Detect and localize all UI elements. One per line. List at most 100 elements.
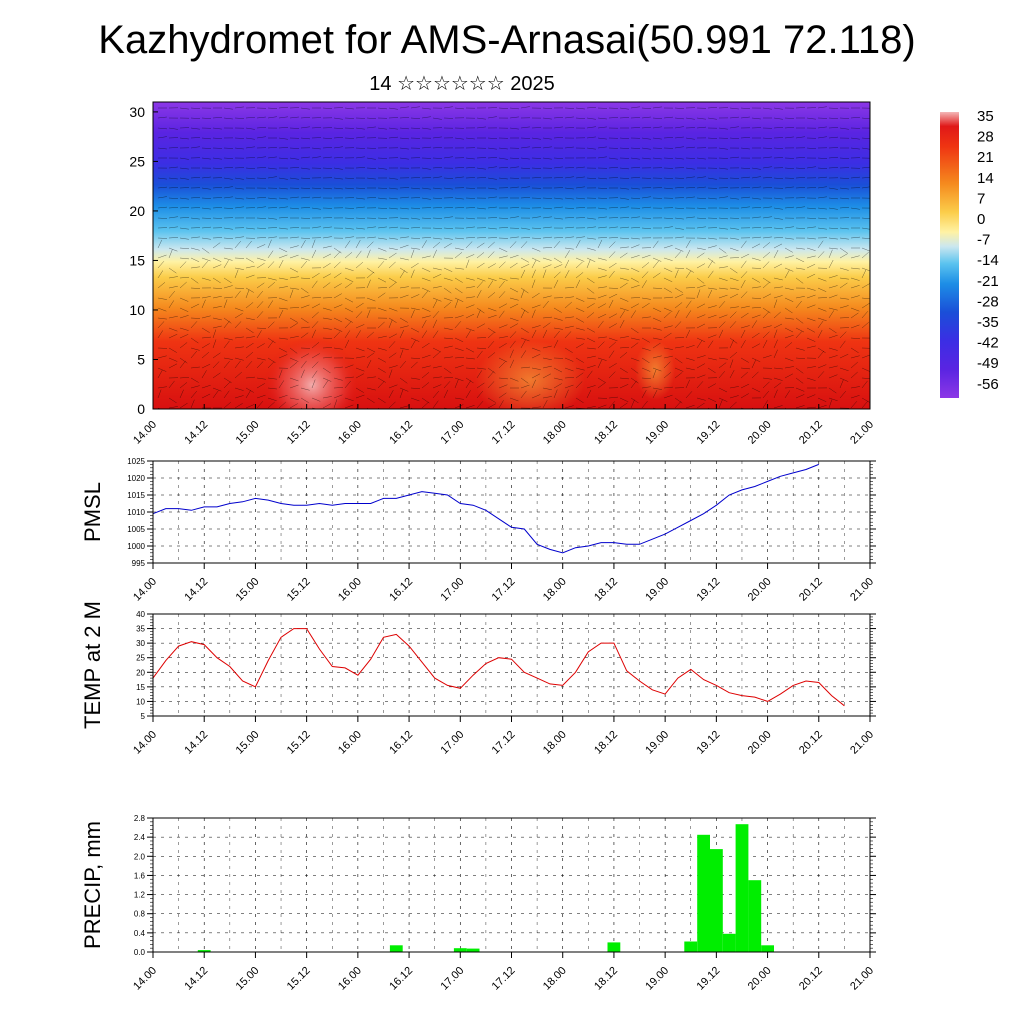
wind-barb <box>564 127 575 129</box>
wind-barb <box>355 302 364 309</box>
wind-barb <box>861 147 870 150</box>
wind-barb <box>487 381 495 389</box>
wind-barb <box>168 363 178 369</box>
wind-barb <box>432 176 442 179</box>
wind-barb <box>410 106 420 109</box>
wind-barb <box>850 267 860 270</box>
wind-barb <box>223 157 234 159</box>
wind-barb <box>597 377 606 383</box>
wind-barb <box>410 197 421 199</box>
wind-barb <box>630 357 640 362</box>
wind-barb <box>696 303 706 309</box>
wind-barb <box>267 116 277 119</box>
wind-barb <box>212 287 223 289</box>
wind-barb <box>498 277 508 281</box>
heatmap-warm-spot <box>264 337 360 409</box>
wind-barb <box>322 226 332 229</box>
wind-barb <box>344 339 350 349</box>
wind-barb <box>465 277 475 281</box>
precip-bar <box>761 945 774 952</box>
wind-barb <box>597 275 607 279</box>
pmsl-x-tick-label: 14.00 <box>131 576 159 604</box>
wind-barb <box>762 252 771 259</box>
wind-barb <box>520 366 531 369</box>
wind-barb <box>190 107 201 109</box>
wind-barb <box>597 357 607 361</box>
wind-barb <box>190 377 199 383</box>
wind-barb <box>586 247 596 251</box>
wind-barb <box>157 237 168 239</box>
wind-barb <box>476 117 486 120</box>
wind-barb <box>817 364 827 369</box>
wind-barb <box>421 372 430 379</box>
wind-barb <box>223 177 233 180</box>
wind-barb <box>289 236 299 239</box>
wind-barb <box>212 137 223 140</box>
wind-barb <box>850 295 860 299</box>
wind-barb <box>410 217 420 220</box>
temp-2m-frame <box>152 613 871 717</box>
wind-barb <box>729 293 739 299</box>
wind-barb <box>487 263 496 269</box>
wind-barb <box>300 126 310 129</box>
wind-barb <box>421 382 430 389</box>
pmsl-y-tick-label: 1005 <box>127 525 145 534</box>
wind-barb <box>685 379 690 389</box>
wind-barb <box>630 367 639 374</box>
wind-barb <box>498 166 509 169</box>
wind-barb <box>707 287 717 290</box>
wind-barb <box>608 251 616 259</box>
wind-barb <box>190 196 201 199</box>
wind-barb <box>751 216 761 219</box>
wind-barb <box>762 107 772 110</box>
wind-barb <box>267 387 277 390</box>
wind-barb <box>652 367 662 372</box>
wind-barb <box>564 187 574 190</box>
wind-barb <box>388 277 397 283</box>
wind-barb <box>168 357 178 362</box>
wind-barb <box>454 137 464 140</box>
wind-barb <box>267 107 278 109</box>
wind-barb <box>267 207 278 209</box>
wind-barb <box>333 187 343 190</box>
wind-barb <box>773 299 778 309</box>
wind-barb <box>718 277 728 281</box>
wind-barb <box>520 350 527 359</box>
wind-barb <box>839 282 848 289</box>
wind-barb <box>542 157 552 160</box>
wind-barb <box>553 257 562 263</box>
wind-barb <box>718 362 727 369</box>
wind-barb <box>817 371 825 379</box>
wind-barb <box>608 226 618 229</box>
wind-barb <box>663 372 672 379</box>
wind-barb <box>267 217 277 220</box>
wind-barb <box>817 227 827 230</box>
wind-barb <box>311 207 321 210</box>
wind-barb <box>355 330 361 339</box>
wind-barb <box>377 321 385 329</box>
wind-barb <box>707 334 717 339</box>
wind-barb <box>333 387 344 389</box>
wind-barb <box>531 127 542 129</box>
wind-barb <box>850 347 859 354</box>
wind-barb <box>707 397 717 403</box>
wind-barb <box>289 254 299 259</box>
wind-barb <box>586 106 597 109</box>
wind-barb <box>751 243 761 249</box>
wind-barb <box>773 329 778 339</box>
wind-barb <box>784 237 794 240</box>
wind-barb <box>476 347 487 350</box>
wind-barb <box>685 367 695 371</box>
wind-barb <box>839 297 849 300</box>
wind-barb <box>619 352 628 359</box>
wind-barb <box>641 297 651 300</box>
wind-barb <box>388 177 398 180</box>
wind-barb <box>267 236 277 239</box>
wind-barb <box>597 126 607 129</box>
wind-barb <box>806 294 816 299</box>
wind-barb <box>564 389 569 399</box>
wind-barb <box>586 337 596 343</box>
wind-barb <box>861 247 870 252</box>
wind-barb <box>619 377 630 380</box>
wind-barb <box>223 147 234 149</box>
